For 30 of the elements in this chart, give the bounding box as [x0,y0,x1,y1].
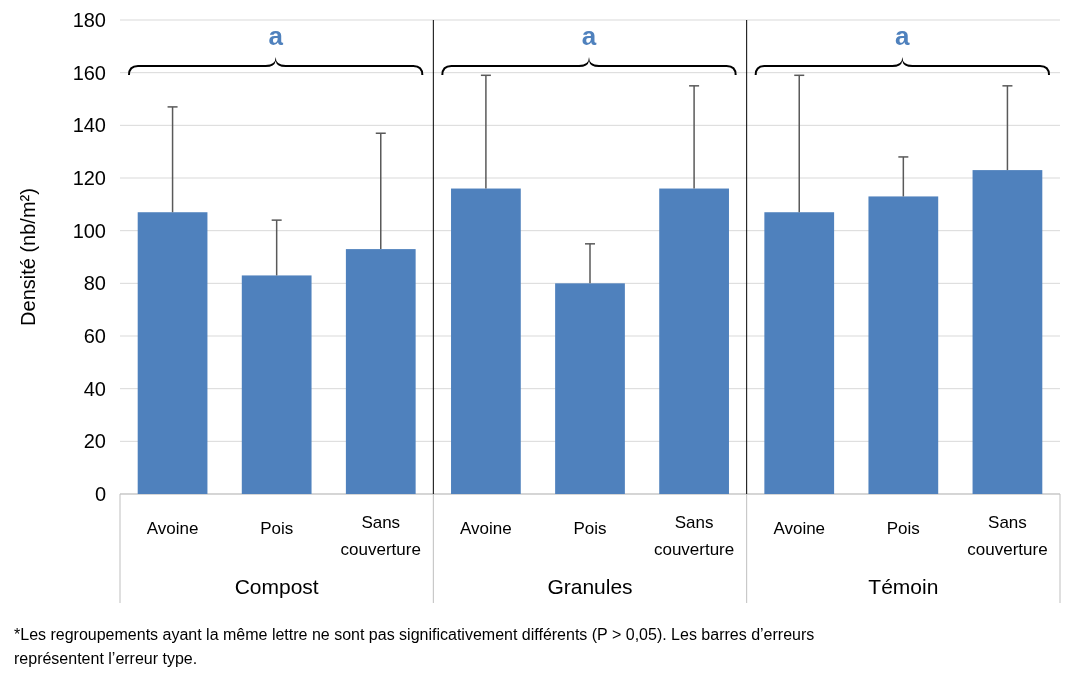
x-tick-label: Pois [260,519,294,538]
y-tick-label: 0 [94,483,106,505]
bar [241,275,312,494]
annotation: a [581,21,597,51]
y-tick-label: 100 [72,219,106,242]
bar [345,249,416,494]
annotation: a [268,21,284,51]
x-tick-label: Avoine [773,519,826,538]
y-tick-label: 140 [72,114,106,137]
y-axis-title: Densité (nb/m²) [17,188,39,326]
y-tick-label: 180 [72,9,106,31]
y-tick-label: 40 [83,377,106,400]
x-axis-title: Témoin [868,575,939,598]
y-tick-label: 60 [83,325,106,347]
text: *Les regroupements ayant la même lettre ne sont pas significativement différents (P > 0,05). Les barres d’erreurs représentent l’erreur type. [14,626,815,667]
x-tick-label: Pois [573,519,607,538]
y-tick-label: 160 [72,61,106,84]
x-tick-label: Sans couverture [653,513,735,559]
y-tick-label: 20 [83,430,106,453]
x-tick-label: Sans couverture [967,513,1048,559]
bar [137,212,208,494]
x-tick-label: Avoine [146,519,199,538]
y-tick-label: 120 [72,167,106,189]
x-tick-label: Sans couverture [340,513,421,559]
annotation: a [895,21,911,51]
x-axis-title: Granules [547,575,633,598]
x-tick-label: Avoine [460,519,512,538]
x-axis-title: Compost [234,575,319,598]
y-tick-label: 80 [83,272,106,295]
x-tick-label: Pois [886,519,920,538]
